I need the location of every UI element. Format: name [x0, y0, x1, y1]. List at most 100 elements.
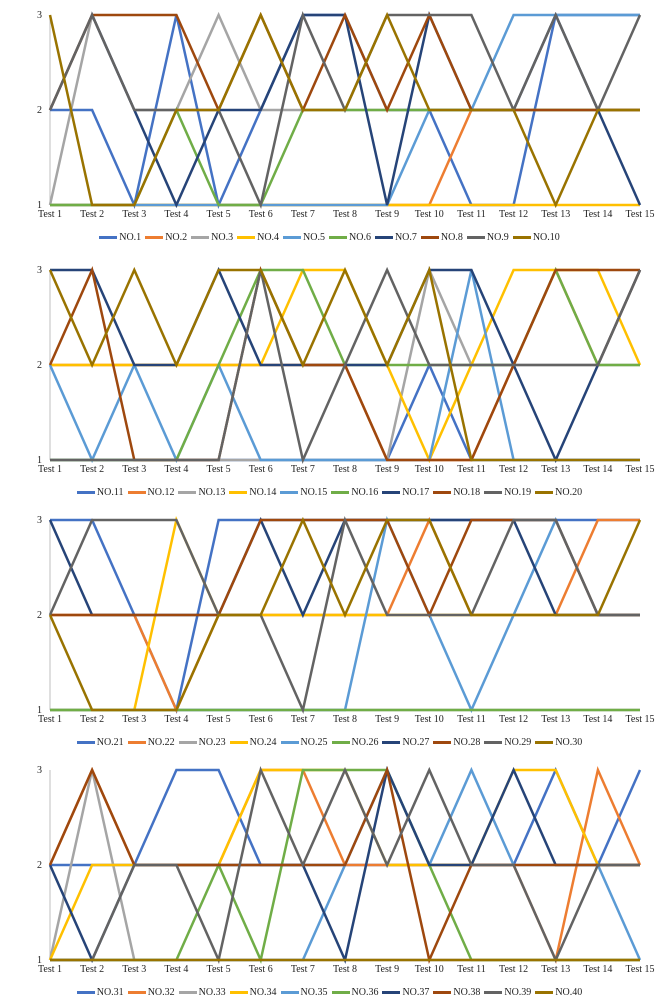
- x-tick-label: Test 10: [415, 964, 444, 975]
- legend-label: NO.27: [402, 737, 430, 748]
- x-tick-label: Test 12: [499, 964, 528, 975]
- legend-swatch: [433, 491, 452, 494]
- legend-item: NO.34: [229, 987, 277, 998]
- legend-item: NO.30: [535, 737, 582, 748]
- x-tick-label: Test 2: [80, 964, 104, 975]
- legend-label: NO.28: [453, 737, 481, 748]
- legend-item: NO.10: [512, 232, 560, 243]
- legend-item: NO.37: [382, 987, 429, 998]
- x-tick-label: Test 11: [457, 714, 486, 725]
- legend-label: NO.7: [394, 232, 417, 243]
- legend-label: NO.8: [440, 232, 463, 243]
- legend-item: NO.15: [280, 487, 327, 498]
- x-tick-label: Test 11: [457, 209, 486, 220]
- x-tick-label: Test 3: [122, 714, 146, 725]
- legend-item: NO.25: [280, 737, 328, 748]
- legend-label: NO.22: [147, 737, 175, 748]
- legend-swatch: [535, 491, 554, 494]
- x-tick-label: Test 6: [249, 464, 273, 475]
- y-tick-label: 1: [37, 200, 42, 211]
- legend-item: NO.22: [127, 737, 175, 748]
- legend-label: NO.15: [300, 487, 328, 498]
- line-chart-3: 1 2 3 Test 1 Test 2 Test 3 Test 4 Test 5 Test 6 T…: [0, 505, 659, 755]
- legend-label: NO.29: [504, 737, 532, 748]
- legend-label: NO.6: [349, 232, 371, 243]
- legend-item: NO.35: [280, 987, 328, 998]
- y-tick-label: 1: [37, 955, 42, 966]
- y-tick-label: 3: [37, 765, 42, 776]
- legend: NO.1 NO.2 NO.3 NO.4 NO.5 NO.6 NO.7 NO.8 NO.9 NO.1…: [0, 232, 659, 243]
- x-tick-label: Test 7: [291, 714, 315, 725]
- legend-item: NO.17: [382, 487, 429, 498]
- legend-label: NO.33: [198, 987, 226, 998]
- legend-swatch: [433, 991, 452, 994]
- legend-swatch: [280, 491, 299, 494]
- legend-item: NO.9: [466, 232, 509, 243]
- x-tick-label: Test 2: [80, 464, 104, 475]
- line-chart-4: 1 2 3 Test 1 Test 2 Test 3 Test 4 Test 5 Test 6 T…: [0, 755, 659, 1005]
- legend-item: NO.36: [331, 987, 379, 998]
- x-tick-label: Test 12: [499, 464, 528, 475]
- x-tick-label: Test 6: [249, 714, 273, 725]
- x-tick-label: Test 15: [625, 464, 654, 475]
- legend-swatch: [382, 991, 401, 994]
- y-tick-label: 2: [37, 610, 42, 621]
- x-tick-label: Test 15: [625, 714, 654, 725]
- x-tick-label: Test 6: [249, 209, 273, 220]
- legend-item: NO.20: [535, 487, 582, 498]
- legend-label: NO.25: [300, 737, 328, 748]
- legend-label: NO.3: [211, 232, 234, 243]
- x-tick-label: Test 3: [122, 464, 146, 475]
- x-tick-label: Test 12: [499, 714, 528, 725]
- legend-swatch: [484, 741, 503, 744]
- y-tick-label: 3: [37, 10, 42, 21]
- legend-item: NO.16: [331, 487, 378, 498]
- legend-item: NO.12: [127, 487, 174, 498]
- x-tick-label: Test 11: [457, 464, 486, 475]
- x-tick-label: Test 1: [38, 714, 62, 725]
- legend-item: NO.5: [283, 232, 325, 243]
- legend-item: NO.7: [374, 232, 417, 243]
- legend-item: NO.24: [229, 737, 277, 748]
- x-tick-label: Test 4: [164, 714, 188, 725]
- legend-swatch: [145, 236, 164, 239]
- x-tick-label: Test 2: [80, 209, 104, 220]
- x-tick-label: Test 13: [541, 714, 570, 725]
- x-tick-label: Test 4: [164, 464, 188, 475]
- legend-swatch: [420, 236, 439, 239]
- legend-label: NO.38: [453, 987, 481, 998]
- line-chart-2: 1 2 3 Test 1 Test 2 Test 3 Test 4 Test 5 Test 6 T…: [0, 255, 659, 505]
- line-chart-1: 1 2 3 Test 1 Test 2 Test 3 Test 4 Test 5 Test 6 T…: [0, 0, 659, 250]
- legend-swatch: [331, 991, 350, 994]
- plot-area: 1 2 3 Test 1 Test 2 Test 3 Test 4 Test 5 Test 6 T…: [37, 10, 655, 220]
- legend-label: NO.36: [351, 987, 379, 998]
- legend-swatch: [512, 236, 531, 239]
- legend-item: NO.28: [433, 737, 480, 748]
- x-tick-label: Test 9: [375, 464, 399, 475]
- legend-swatch: [127, 741, 146, 744]
- legend-label: NO.13: [198, 487, 226, 498]
- series-line-no27: [48, 516, 640, 619]
- legend: NO.21 NO.22 NO.23 NO.24 NO.25 NO.26 NO.27 NO.28…: [0, 737, 659, 748]
- series-line-no39: [50, 766, 640, 964]
- legend-swatch: [178, 741, 197, 744]
- x-tick-label: Test 13: [541, 209, 570, 220]
- legend-swatch: [76, 491, 95, 494]
- legend-label: NO.32: [147, 987, 175, 998]
- x-tick-label: Test 7: [291, 464, 315, 475]
- y-tick-label: 3: [37, 515, 42, 526]
- x-tick-label: Test 5: [207, 464, 231, 475]
- legend-label: NO.21: [96, 737, 124, 748]
- series-line-no10: [48, 11, 640, 209]
- x-tick-label: Test 14: [583, 464, 612, 475]
- legend-label: NO.34: [249, 987, 277, 998]
- x-tick-label: Test 15: [625, 964, 654, 975]
- x-tick-label: Test 13: [541, 964, 570, 975]
- x-tick-label: Test 14: [583, 964, 612, 975]
- legend-swatch: [374, 236, 393, 239]
- legend-item: NO.8: [420, 232, 463, 243]
- y-tick-label: 2: [37, 105, 42, 116]
- legend-label: NO.4: [257, 232, 280, 243]
- legend-swatch: [329, 236, 347, 239]
